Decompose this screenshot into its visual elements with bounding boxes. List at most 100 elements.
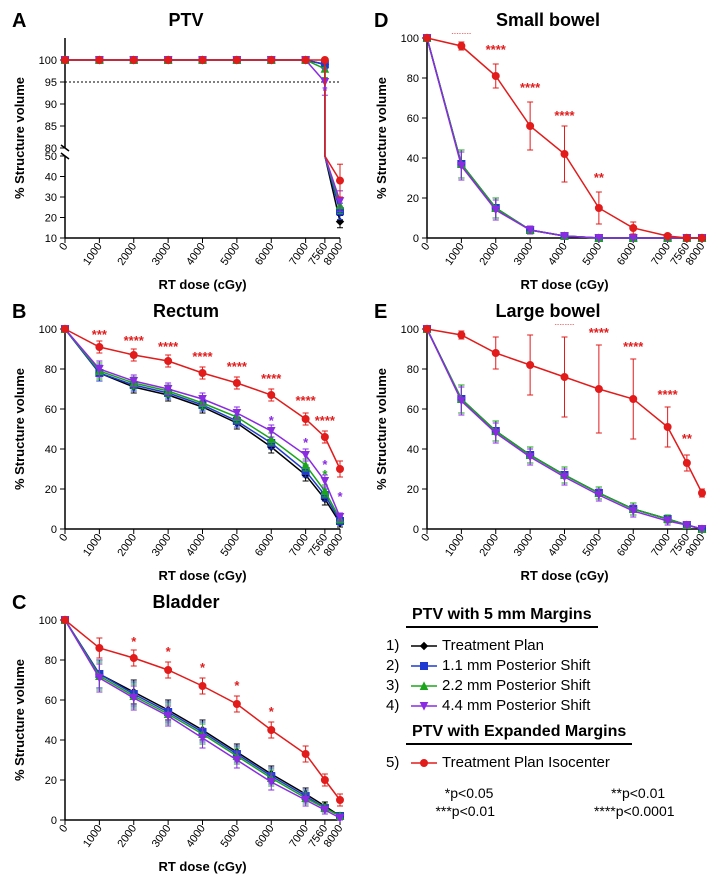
svg-text:4000: 4000: [184, 241, 208, 268]
svg-text:****: ****: [623, 339, 644, 354]
svg-text:3000: 3000: [150, 532, 174, 559]
svg-text:40: 40: [45, 735, 57, 747]
svg-text:7000: 7000: [649, 241, 673, 268]
legend-header: PTV with Expanded Margins: [406, 723, 632, 745]
svg-text:*: *: [234, 678, 240, 693]
svg-text:% Structure volume: % Structure volume: [374, 368, 389, 490]
legend-item: 4)4.4 mm Posterior Shift: [386, 697, 714, 714]
svg-text:7000: 7000: [649, 532, 673, 559]
panel-title: PTV: [10, 10, 362, 31]
panel-C: CBladder02040608010001000200030004000500…: [10, 592, 362, 875]
svg-text:2000: 2000: [115, 241, 139, 268]
panel-title: Small bowel: [372, 10, 714, 31]
svg-text:****: ****: [227, 359, 248, 374]
svg-text:5000: 5000: [580, 532, 604, 559]
svg-text:****: ****: [451, 33, 472, 41]
svg-text:100: 100: [401, 33, 419, 45]
svg-text:7000: 7000: [287, 823, 311, 850]
svg-text:****: ****: [315, 413, 336, 428]
svg-text:40: 40: [45, 444, 57, 456]
svg-text:*: *: [269, 413, 275, 428]
svg-text:60: 60: [45, 695, 57, 707]
significance-key: *p<0.05**p<0.01: [386, 785, 714, 801]
svg-text:****: ****: [658, 387, 679, 402]
svg-text:1000: 1000: [81, 241, 105, 268]
legend-item: 2)1.1 mm Posterior Shift: [386, 657, 714, 674]
svg-text:3000: 3000: [512, 241, 536, 268]
svg-text:20: 20: [45, 775, 57, 787]
legend-item: 1)Treatment Plan: [386, 637, 714, 654]
svg-text:2000: 2000: [115, 532, 139, 559]
svg-text:0: 0: [51, 815, 57, 827]
panel-title: Rectum: [10, 301, 362, 322]
svg-text:100: 100: [39, 615, 57, 627]
svg-text:90: 90: [45, 99, 57, 111]
svg-text:% Structure volume: % Structure volume: [374, 77, 389, 199]
panel-title: Large bowel: [372, 301, 714, 322]
svg-text:****: ****: [261, 371, 282, 386]
svg-text:85: 85: [45, 121, 57, 133]
svg-text:10: 10: [45, 233, 57, 245]
svg-text:20: 20: [407, 484, 419, 496]
svg-text:6000: 6000: [615, 532, 639, 559]
svg-text:3000: 3000: [150, 241, 174, 268]
panel-letter: E: [374, 301, 387, 324]
svg-text:80: 80: [407, 364, 419, 376]
svg-text:0: 0: [51, 524, 57, 536]
svg-text:****: ****: [554, 108, 575, 123]
svg-text:RT dose (cGy): RT dose (cGy): [158, 568, 246, 583]
svg-text:0: 0: [419, 241, 432, 253]
svg-text:*: *: [337, 489, 343, 504]
svg-text:****: ****: [520, 324, 541, 330]
svg-text:0: 0: [419, 532, 432, 544]
svg-text:% Structure volume: % Structure volume: [12, 77, 27, 199]
svg-text:****: ****: [486, 324, 507, 330]
svg-text:3000: 3000: [150, 823, 174, 850]
panel-D: DSmall bowel0204060801000100020003000400…: [372, 10, 714, 293]
panel-letter: A: [12, 10, 26, 33]
svg-text:20: 20: [407, 193, 419, 205]
svg-text:****: ****: [589, 325, 610, 340]
svg-text:2000: 2000: [477, 241, 501, 268]
svg-text:****: ****: [158, 339, 179, 354]
svg-text:RT dose (cGy): RT dose (cGy): [158, 859, 246, 874]
svg-text:2000: 2000: [115, 823, 139, 850]
svg-text:*: *: [303, 435, 309, 450]
panel-letter: B: [12, 301, 26, 324]
svg-text:60: 60: [407, 404, 419, 416]
panel-title: Bladder: [10, 592, 362, 613]
panel-letter: D: [374, 10, 388, 33]
svg-text:4000: 4000: [546, 241, 570, 268]
svg-text:100: 100: [39, 55, 57, 67]
svg-text:****: ****: [451, 324, 472, 326]
svg-text:0: 0: [57, 241, 70, 253]
svg-text:****: ****: [124, 333, 145, 348]
svg-text:7000: 7000: [287, 532, 311, 559]
svg-text:6000: 6000: [253, 532, 277, 559]
svg-text:80: 80: [407, 73, 419, 85]
svg-text:1000: 1000: [81, 823, 105, 850]
figure-grid: APTV808590951001020304050010002000300040…: [10, 10, 714, 875]
svg-text:100: 100: [401, 324, 419, 336]
svg-text:4000: 4000: [184, 823, 208, 850]
svg-text:5000: 5000: [218, 241, 242, 268]
svg-text:50: 50: [45, 151, 57, 163]
svg-text:*: *: [200, 660, 206, 675]
svg-text:0: 0: [413, 524, 419, 536]
svg-text:0: 0: [413, 233, 419, 245]
svg-text:4000: 4000: [546, 532, 570, 559]
svg-text:40: 40: [407, 444, 419, 456]
svg-text:7000: 7000: [287, 241, 311, 268]
svg-text:30: 30: [45, 192, 57, 204]
legend-item: 3)2.2 mm Posterior Shift: [386, 677, 714, 694]
svg-text:****: ****: [192, 349, 213, 364]
svg-text:0: 0: [57, 823, 70, 835]
svg-text:5000: 5000: [218, 532, 242, 559]
svg-text:6000: 6000: [615, 241, 639, 268]
svg-text:RT dose (cGy): RT dose (cGy): [520, 277, 608, 292]
svg-text:60: 60: [407, 113, 419, 125]
svg-text:RT dose (cGy): RT dose (cGy): [520, 568, 608, 583]
svg-text:****: ****: [296, 393, 317, 408]
svg-text:****: ****: [520, 80, 541, 95]
svg-text:80: 80: [45, 364, 57, 376]
